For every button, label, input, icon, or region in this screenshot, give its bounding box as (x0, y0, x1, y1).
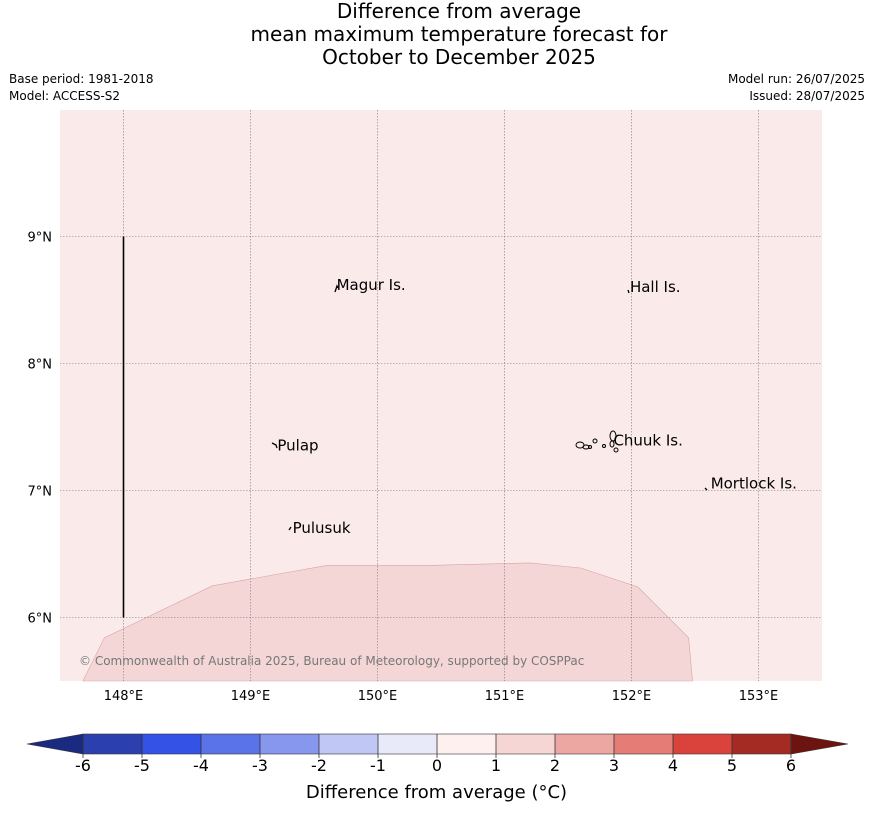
place-label: Mortlock Is. (711, 475, 797, 493)
map-title: Difference from average mean maximum tem… (0, 0, 873, 69)
colorbar-tick-label: 1 (491, 756, 501, 775)
pulusuk-island-outline (288, 526, 292, 531)
colorbar-swatch (378, 734, 438, 754)
colorbar-tick-label: 3 (609, 756, 619, 775)
lon-tick-label: 148°E (104, 689, 144, 704)
colorbar-tick-label: 0 (432, 756, 442, 775)
model-text: Model: ACCESS-S2 (9, 89, 121, 103)
colorbar-swatch (142, 734, 202, 754)
island-outline (602, 444, 606, 448)
title-line-2: mean maximum temperature forecast for (250, 22, 668, 46)
metadata-left: Base period: 1981-2018 Model: ACCESS-S2 (9, 71, 154, 105)
chuuk-island-outlines (575, 430, 619, 453)
title-line-3: October to December 2025 (322, 45, 596, 69)
colorbar-tick-label: -4 (193, 756, 209, 775)
place-label: Pulap (277, 437, 318, 455)
lon-tick-label: 152°E (612, 689, 652, 704)
mortlock-island-outline (704, 487, 708, 491)
metadata-right: Model run: 26/07/2025 Issued: 28/07/2025 (728, 71, 865, 105)
place-label: Magur Is. (337, 276, 406, 294)
colorbar-swatch (201, 734, 261, 754)
magur-island-outline (334, 284, 339, 293)
colorbar-tick-label: 4 (668, 756, 678, 775)
issued-text: Issued: 28/07/2025 (749, 89, 865, 103)
colorbar-swatch (496, 734, 556, 754)
island-outline (609, 440, 615, 448)
colorbar-tick-label: -6 (75, 756, 91, 775)
lat-tick-label: 9°N (28, 231, 53, 246)
colorbar-swatch (260, 734, 320, 754)
island-outline (588, 445, 592, 449)
colorbar-swatch (614, 734, 674, 754)
island-outlines (271, 284, 708, 531)
colorbar-title: Difference from average (°C) (305, 782, 568, 803)
lon-tick-label: 153°E (739, 689, 779, 704)
title-line-1: Difference from average (336, 0, 582, 23)
lon-tick-label: 149°E (231, 689, 271, 704)
lat-tick-label: 8°N (28, 358, 53, 373)
colorbar-tick-label: 6 (786, 756, 796, 775)
lat-tick-label: 7°N (28, 485, 53, 500)
colorbar-tick-label: -1 (370, 756, 386, 775)
colorbar-swatch (673, 734, 733, 754)
colorbar: -6 -5 -4 -3 -2 -1 0 1 2 3 4 5 6 (26, 733, 849, 775)
place-label: Chuuk Is. (613, 431, 682, 449)
place-label: Hall Is. (630, 278, 681, 296)
model-run-text: Model run: 26/07/2025 (727, 72, 865, 86)
base-period-text: Base period: 1981-2018 (9, 72, 154, 86)
colorbar-tick-label: 2 (550, 756, 560, 775)
colorbar-swatch (319, 734, 379, 754)
place-label: Pulusuk (293, 519, 351, 537)
axis-tick-labels: 148°E 149°E 150°E 151°E 152°E 153°E 9°N 8°N 7°N 6… (28, 231, 779, 705)
colorbar-tick-label: -5 (134, 756, 150, 775)
colorbar-swatch (555, 734, 615, 754)
island-outline (592, 438, 598, 444)
colorbar-tick-label: -2 (311, 756, 327, 775)
colorbar-swatch (732, 734, 792, 754)
colorbar-tick-label: 5 (727, 756, 737, 775)
colorbar-low-extend (26, 733, 84, 755)
lon-tick-label: 150°E (358, 689, 398, 704)
lat-tick-label: 6°N (28, 612, 53, 627)
lon-tick-label: 151°E (485, 689, 525, 704)
colorbar-tick-label: -3 (252, 756, 268, 775)
colorbar-high-extend (790, 733, 849, 755)
place-labels: Magur Is. Hall Is. Pulap Chuuk Is. Mortlock … (277, 276, 797, 537)
hall-island-outline (627, 289, 630, 294)
copyright-notice: © Commonwealth of Australia 2025, Bureau… (79, 654, 584, 668)
pulap-island-outline (271, 442, 278, 449)
colorbar-swatch (437, 734, 497, 754)
island-outline (613, 447, 619, 453)
warm-anomaly-region (82, 562, 693, 682)
colorbar-swatch (83, 734, 143, 754)
